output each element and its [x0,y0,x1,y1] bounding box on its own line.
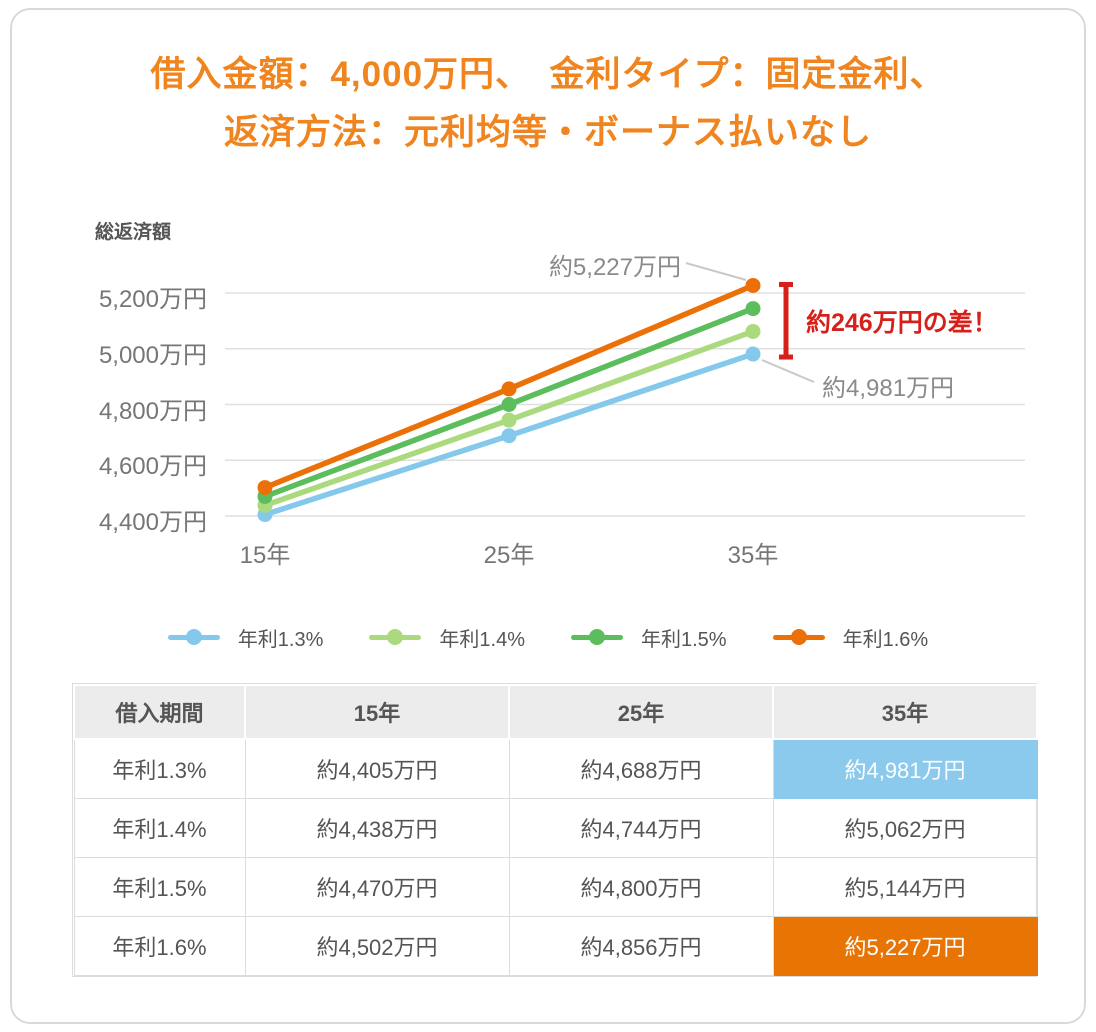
legend-item-年利1.4%: 年利1.4% [369,623,525,652]
line-chart [225,262,1025,523]
legend-line-marker-icon [772,629,825,645]
legend-line-marker-icon [167,629,220,645]
table-cell: 約4,502万円 [244,916,510,976]
table-row: 年利1.3% 約4,405万円 約4,688万円 約4,981万円 [73,738,1038,799]
legend-label: 年利1.4% [439,628,525,651]
legend-label: 年利1.3% [237,628,324,651]
table-row: 年利1.5% 約4,470万円 約4,800万円 約5,144万円 [73,857,1038,917]
table-row-label-cell: 年利1.4% [73,798,246,858]
table-cell: 約4,438万円 [244,798,510,858]
legend-dot-icon [387,629,404,645]
legend-dot-icon [589,629,605,645]
y-axis-title: 総返済額 [95,222,172,243]
table-cell: 約4,744万円 [508,798,774,858]
table-header-cell: 15年 [244,684,510,740]
comparison-table-wrapper: 借入期間 15年 25年 35年 年利1.3% 約4,405万円 約4,688万円 約4,98… [72,683,1038,977]
callout-leader-line [685,262,747,281]
table-cell: 約5,144万円 [772,857,1038,917]
legend-label: 年利1.5% [641,628,727,651]
legend-dot-icon [185,629,202,645]
legend-item-年利1.6%: 年利1.6% [772,623,929,652]
table-row-label-cell: 年利1.3% [73,738,246,799]
table-highlight-cell: 約5,227万円 [772,916,1038,976]
min-value-callout: 約4,981万円 [822,375,955,402]
y-tick-label: 4,600万円 [98,453,207,481]
table-header-cell: 35年 [772,684,1038,740]
table-row-label-cell: 年利1.6% [73,916,246,976]
y-tick-label: 4,400万円 [98,509,207,536]
data-point-年利1.3% [745,346,761,362]
callout-leader-line [761,359,815,383]
x-tick-label: 25年 [483,542,535,569]
table-row: 年利1.4% 約4,438万円 約4,744万円 約5,062万円 [73,798,1038,858]
difference-label: 約246万円の差！ [806,309,998,337]
table-cell: 約4,470万円 [244,857,510,917]
data-point-年利1.4% [745,323,761,339]
table-row: 年利1.6% 約4,502万円 約4,856万円 約5,227万円 [73,916,1038,976]
table-highlight-cell: 約4,981万円 [772,738,1038,799]
table-cell: 約4,405万円 [244,738,510,799]
table-header-cell: 借入期間 [73,684,246,740]
legend-line-marker-icon [369,629,422,645]
table-header-cell: 25年 [508,684,774,740]
legend-line-marker-icon [571,629,623,645]
chart-legend: 年利1.3% 年利1.4% 年利1.5% 年利1.6% [0,620,1096,654]
legend-item-年利1.5%: 年利1.5% [571,623,727,652]
legend-label: 年利1.6% [842,628,929,651]
chart-title-line1: 借入金額：4,000万円、 金利タイプ：固定金利、 [150,55,946,94]
data-point-年利1.6% [745,277,761,293]
table-cell: 約4,856万円 [508,916,774,976]
comparison-table: 借入期間 15年 25年 35年 年利1.3% 約4,405万円 約4,688万円 約4,98… [73,684,1038,976]
table-cell: 約5,062万円 [772,798,1038,858]
difference-bracket [779,281,793,360]
data-point-年利1.6% [257,480,273,496]
table-cell: 約4,800万円 [508,857,774,917]
x-tick-label: 15年 [239,542,291,569]
table-row-label-cell: 年利1.5% [73,857,246,917]
chart-title-line2: 返済方法：元利均等・ボーナス払いなし [223,113,872,152]
y-tick-label: 4,800万円 [98,397,207,425]
y-tick-label: 5,000万円 [98,341,207,369]
data-point-年利1.4% [501,412,517,428]
data-point-年利1.5% [501,397,517,412]
chart-title: 借入金額：4,000万円、 金利タイプ：固定金利、 返済方法：元利均等・ボーナス… [0,46,1096,162]
data-point-年利1.5% [745,301,761,317]
max-value-callout: 約5,227万円 [548,254,681,281]
y-tick-label: 5,200万円 [98,286,207,313]
legend-dot-icon [790,629,807,645]
table-cell: 約4,688万円 [508,738,774,799]
data-point-年利1.6% [501,381,517,397]
data-point-年利1.3% [501,428,517,444]
x-tick-label: 35年 [727,542,779,569]
table-header-row: 借入期間 15年 25年 35年 [73,684,1038,740]
legend-item-年利1.3%: 年利1.3% [167,623,324,652]
